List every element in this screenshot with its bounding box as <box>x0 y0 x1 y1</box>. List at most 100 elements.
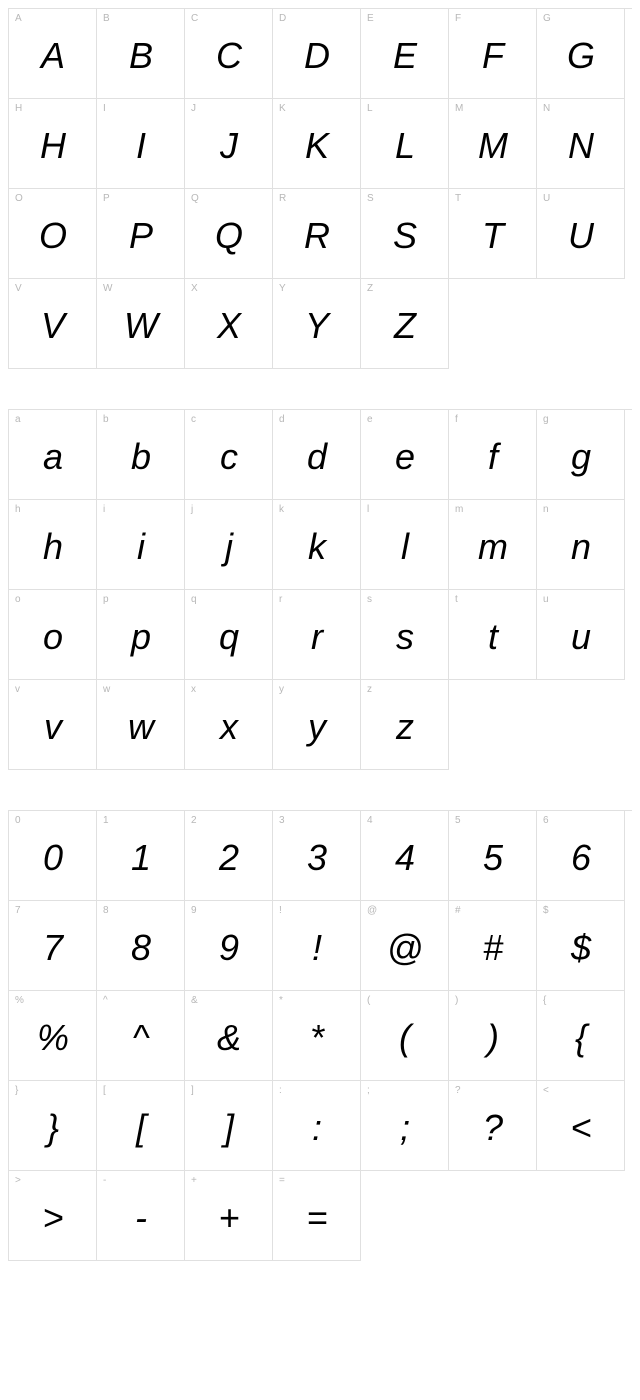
glyph-cell: ^^ <box>97 991 185 1081</box>
glyph-cell: jj <box>185 500 273 590</box>
cell-label: 0 <box>15 815 21 826</box>
glyph: z <box>396 706 413 748</box>
glyph-cell: RR <box>273 189 361 279</box>
glyph: } <box>47 1107 58 1149</box>
glyph-cell: 33 <box>273 811 361 901</box>
glyph: 8 <box>131 927 150 969</box>
glyph-cell: KK <box>273 99 361 189</box>
glyph: m <box>478 526 507 568</box>
cell-label: 8 <box>103 905 109 916</box>
cell-label: S <box>367 193 374 204</box>
cell-label: j <box>191 504 193 515</box>
glyph-cell: 22 <box>185 811 273 901</box>
glyph-cell: && <box>185 991 273 1081</box>
glyph-cell: QQ <box>185 189 273 279</box>
glyph-cell: !! <box>273 901 361 991</box>
glyph-cell: JJ <box>185 99 273 189</box>
cell-label: v <box>15 684 20 695</box>
glyph-cell: (( <box>361 991 449 1081</box>
cell-label: < <box>543 1085 549 1096</box>
glyph: V <box>41 305 64 347</box>
glyph-cell: MM <box>449 99 537 189</box>
glyph-cell: rr <box>273 590 361 680</box>
cell-label: @ <box>367 905 377 916</box>
cell-label: N <box>543 103 550 114</box>
glyph-cell: 55 <box>449 811 537 901</box>
glyph-cell: $$ <box>537 901 625 991</box>
cell-label: h <box>15 504 21 515</box>
glyph-cell: gg <box>537 410 625 500</box>
empty-cell <box>449 680 537 770</box>
glyph-cell: DD <box>273 9 361 99</box>
glyph-cell: %% <box>9 991 97 1081</box>
cell-label: g <box>543 414 549 425</box>
cell-label: p <box>103 594 109 605</box>
glyph-cell: xx <box>185 680 273 770</box>
cell-label: 4 <box>367 815 373 826</box>
cell-label: l <box>367 504 369 515</box>
glyph: E <box>393 35 416 77</box>
cell-label: 7 <box>15 905 21 916</box>
cell-label: 6 <box>543 815 549 826</box>
glyph-grid: aabbccddeeffgghhiijjkkllmmnnooppqqrrsstt… <box>8 409 632 770</box>
glyph: P <box>129 215 152 257</box>
cell-label: 5 <box>455 815 461 826</box>
cell-label: z <box>367 684 372 695</box>
glyph: x <box>220 706 237 748</box>
glyph: I <box>136 125 145 167</box>
glyph-cell: 44 <box>361 811 449 901</box>
glyph: e <box>395 436 414 478</box>
glyph-cell: SS <box>361 189 449 279</box>
glyph: g <box>571 436 590 478</box>
glyph: [ <box>136 1107 145 1149</box>
glyph: L <box>395 125 414 167</box>
cell-label: ; <box>367 1085 370 1096</box>
cell-label: f <box>455 414 458 425</box>
cell-label: E <box>367 13 374 24</box>
glyph: + <box>218 1197 238 1239</box>
cell-label: * <box>279 995 283 1006</box>
empty-cell <box>537 279 625 369</box>
cell-label: - <box>103 1175 106 1186</box>
glyph-cell: ww <box>97 680 185 770</box>
glyph: N <box>568 125 593 167</box>
glyph: 1 <box>131 837 150 879</box>
glyph: H <box>40 125 65 167</box>
glyph: @ <box>387 927 423 969</box>
glyph: - <box>135 1197 146 1239</box>
glyph: k <box>308 526 325 568</box>
glyph: K <box>305 125 328 167</box>
glyph: Q <box>215 215 242 257</box>
glyph-cell: hh <box>9 500 97 590</box>
cell-label: s <box>367 594 372 605</box>
glyph-cell: EE <box>361 9 449 99</box>
glyph-cell: II <box>97 99 185 189</box>
glyph: Y <box>305 305 328 347</box>
glyph-cell: }} <box>9 1081 97 1171</box>
cell-label: J <box>191 103 196 114</box>
glyph-cell: {{ <box>537 991 625 1081</box>
glyph: & <box>217 1017 240 1059</box>
glyph: 9 <box>219 927 238 969</box>
cell-label: M <box>455 103 463 114</box>
glyph: j <box>225 526 232 568</box>
cell-label: ? <box>455 1085 461 1096</box>
glyph: y <box>308 706 325 748</box>
glyph-cell: YY <box>273 279 361 369</box>
cell-label: X <box>191 283 198 294</box>
cell-label: L <box>367 103 373 114</box>
cell-label: q <box>191 594 197 605</box>
cell-label: R <box>279 193 286 204</box>
cell-label: F <box>455 13 461 24</box>
cell-label: $ <box>543 905 549 916</box>
glyph: : <box>312 1107 321 1149</box>
glyph-cell: == <box>273 1171 361 1261</box>
glyph-cell: FF <box>449 9 537 99</box>
cell-label: : <box>279 1085 282 1096</box>
cell-label: 9 <box>191 905 197 916</box>
cell-label: K <box>279 103 286 114</box>
glyph: f <box>488 436 497 478</box>
cell-label: o <box>15 594 21 605</box>
glyph-cell: GG <box>537 9 625 99</box>
cell-label: b <box>103 414 109 425</box>
